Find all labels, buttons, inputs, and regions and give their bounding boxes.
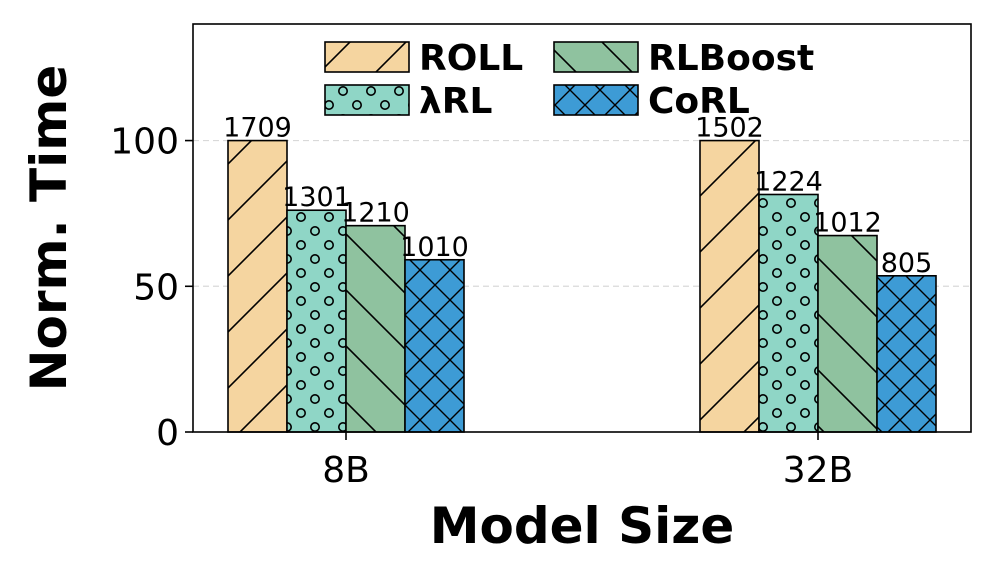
bar-hatch <box>817 234 878 433</box>
x-tick-label: 32B <box>783 450 854 491</box>
legend-label: λRL <box>419 81 492 122</box>
bar-value-label: 1224 <box>754 166 823 197</box>
legend-swatch-hatch <box>553 41 639 73</box>
y-tick-label: 50 <box>133 267 179 308</box>
legend-swatch-hatch <box>324 41 410 73</box>
bar-hatch <box>345 224 406 433</box>
x-tick-label: 8B <box>322 450 370 491</box>
legend-label: ROLL <box>419 38 523 79</box>
bar-value-label: 1210 <box>341 198 410 229</box>
x-axis-ticks: 8B 32B <box>322 432 853 491</box>
legend-label: RLBoost <box>648 38 814 79</box>
bar-value-label: 1010 <box>400 232 469 263</box>
x-axis-title: Model Size <box>430 497 735 555</box>
y-tick-label: 100 <box>110 122 179 163</box>
bar-value-label: 1709 <box>223 113 292 144</box>
bar-hatch <box>876 274 937 433</box>
y-tick-label: 0 <box>156 413 179 454</box>
bar-hatch <box>758 193 819 433</box>
bar-hatch <box>404 258 465 433</box>
y-axis-ticks: 0 50 100 <box>110 122 193 454</box>
bar-value-label: 1502 <box>695 113 764 144</box>
bar-value-label: 1301 <box>282 182 351 213</box>
legend-swatch-hatch <box>324 84 410 116</box>
bar-value-label: 805 <box>881 248 933 279</box>
y-axis-title: Norm. Time <box>20 65 78 392</box>
bar-value-label: 1012 <box>813 208 882 239</box>
legend-label: CoRL <box>648 81 750 122</box>
bars <box>227 139 937 433</box>
legend-swatch-hatch <box>553 84 639 116</box>
plot-frame <box>192 23 972 433</box>
bar-hatch <box>699 139 760 433</box>
bar-hatch <box>286 209 347 433</box>
bar-hatch <box>227 139 288 433</box>
